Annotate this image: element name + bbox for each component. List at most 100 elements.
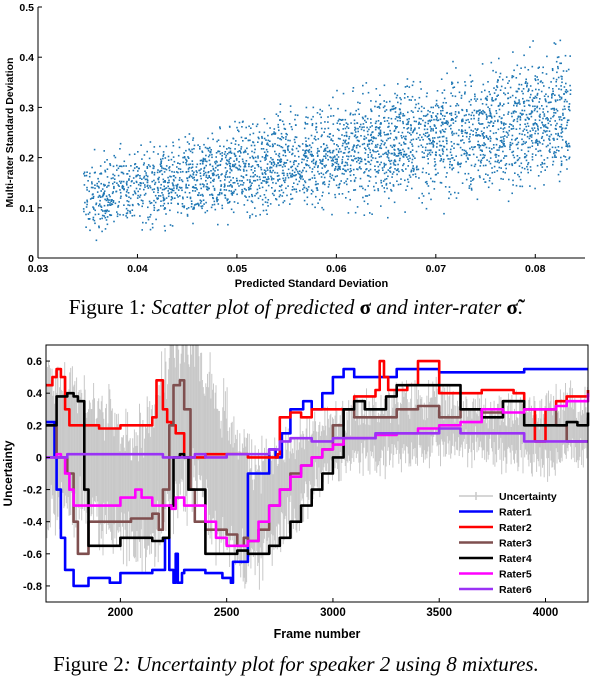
scatter-point bbox=[507, 92, 509, 94]
scatter-point bbox=[347, 164, 349, 166]
scatter-point bbox=[441, 122, 443, 124]
scatter-point bbox=[215, 156, 217, 158]
scatter-point bbox=[553, 139, 555, 141]
scatter-point bbox=[416, 169, 418, 171]
scatter-point bbox=[517, 148, 519, 150]
scatter-point bbox=[372, 150, 374, 152]
scatter-point bbox=[486, 147, 488, 149]
scatter-point bbox=[544, 163, 546, 165]
scatter-point bbox=[384, 164, 386, 166]
scatter-point bbox=[357, 128, 359, 130]
scatter-point bbox=[157, 153, 159, 155]
scatter-point bbox=[203, 170, 205, 172]
scatter-point bbox=[219, 145, 221, 147]
scatter-point bbox=[196, 172, 198, 174]
scatter-point bbox=[129, 211, 131, 213]
scatter-point bbox=[227, 198, 229, 200]
scatter-point bbox=[364, 171, 366, 173]
scatter-point bbox=[94, 220, 96, 222]
scatter-point bbox=[210, 170, 212, 172]
scatter-point bbox=[567, 91, 569, 93]
scatter-point bbox=[254, 174, 256, 176]
scatter-point bbox=[482, 103, 484, 105]
scatter-point bbox=[278, 165, 280, 167]
scatter-point bbox=[332, 97, 334, 99]
scatter-point bbox=[470, 184, 472, 186]
scatter-point bbox=[469, 148, 471, 150]
scatter-point bbox=[285, 155, 287, 157]
scatter-point bbox=[495, 99, 497, 101]
scatter-point bbox=[482, 123, 484, 125]
scatter-point bbox=[322, 159, 324, 161]
scatter-point bbox=[200, 175, 202, 177]
scatter-point bbox=[279, 190, 281, 192]
scatter-point bbox=[446, 137, 448, 139]
scatter-point bbox=[541, 155, 543, 157]
scatter-point bbox=[266, 167, 268, 169]
scatter-point bbox=[192, 152, 194, 154]
scatter-point bbox=[147, 167, 149, 169]
scatter-point bbox=[465, 130, 467, 132]
scatter-point bbox=[216, 141, 218, 143]
scatter-point bbox=[414, 157, 416, 159]
scatter-point bbox=[130, 198, 132, 200]
scatter-point bbox=[200, 202, 202, 204]
scatter-point bbox=[286, 195, 288, 197]
scatter-point bbox=[394, 168, 396, 170]
scatter-point bbox=[470, 130, 472, 132]
scatter-point bbox=[460, 163, 462, 165]
scatter-point bbox=[245, 163, 247, 165]
scatter-point bbox=[434, 181, 436, 183]
scatter-point bbox=[104, 161, 106, 163]
scatter-point bbox=[435, 169, 437, 171]
scatter-point bbox=[475, 100, 477, 102]
scatter-point bbox=[458, 144, 460, 146]
scatter-point bbox=[273, 131, 275, 133]
scatter-point bbox=[249, 134, 251, 136]
scatter-point bbox=[273, 165, 275, 167]
scatter-point bbox=[430, 143, 432, 145]
scatter-point bbox=[521, 84, 523, 86]
scatter-point bbox=[367, 118, 369, 120]
scatter-point bbox=[299, 177, 301, 179]
scatter-point bbox=[130, 165, 132, 167]
scatter-point bbox=[177, 172, 179, 174]
scatter-point bbox=[381, 143, 383, 145]
scatter-point bbox=[526, 160, 528, 162]
scatter-point bbox=[210, 177, 212, 179]
scatter-point bbox=[113, 155, 115, 157]
scatter-point bbox=[388, 117, 390, 119]
scatter-point bbox=[365, 195, 367, 197]
scatter-point bbox=[312, 191, 314, 193]
scatter-point bbox=[187, 141, 189, 143]
scatter-point bbox=[477, 141, 479, 143]
scatter-point bbox=[272, 159, 274, 161]
scatter-point bbox=[186, 177, 188, 179]
scatter-point bbox=[386, 172, 388, 174]
scatter-point bbox=[359, 163, 361, 165]
y-tick-label: 0.5 bbox=[19, 2, 34, 14]
scatter-point bbox=[398, 153, 400, 155]
scatter-point bbox=[547, 120, 549, 122]
scatter-point bbox=[428, 185, 430, 187]
scatter-point bbox=[399, 108, 401, 110]
scatter-point bbox=[226, 148, 228, 150]
scatter-point bbox=[254, 145, 256, 147]
scatter-point bbox=[96, 203, 98, 205]
scatter-point bbox=[269, 167, 271, 169]
scatter-point bbox=[289, 140, 291, 142]
scatter-point bbox=[112, 193, 114, 195]
scatter-point bbox=[302, 189, 304, 191]
scatter-point bbox=[524, 157, 526, 159]
scatter-point bbox=[530, 94, 532, 96]
scatter-point bbox=[198, 195, 200, 197]
scatter-point bbox=[553, 153, 555, 155]
scatter-point bbox=[370, 169, 372, 171]
scatter-point bbox=[106, 159, 108, 161]
scatter-point bbox=[482, 144, 484, 146]
scatter-point bbox=[88, 191, 90, 193]
scatter-point bbox=[213, 180, 215, 182]
scatter-point bbox=[225, 174, 227, 176]
scatter-point bbox=[534, 127, 536, 129]
scatter-point bbox=[458, 135, 460, 137]
